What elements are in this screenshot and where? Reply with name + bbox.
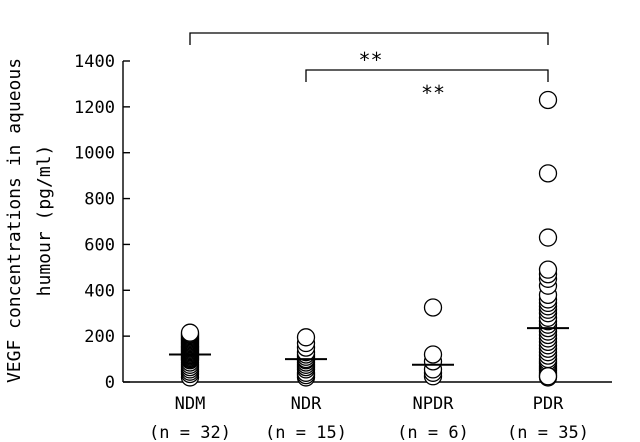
significance-bracket bbox=[305, 69, 549, 82]
y-axis-label-line-1: humour (pg/ml) bbox=[34, 145, 55, 297]
data-point bbox=[538, 260, 558, 279]
data-point bbox=[538, 367, 558, 386]
significance-marker: ** bbox=[421, 81, 445, 105]
data-point bbox=[296, 328, 316, 347]
category-n-label: (n = 35) bbox=[507, 423, 589, 442]
y-tick-label: 1400 bbox=[74, 52, 115, 72]
data-point bbox=[538, 90, 558, 110]
category-n-label: (n = 6) bbox=[397, 423, 469, 442]
data-point bbox=[423, 345, 443, 364]
data-point bbox=[423, 298, 443, 317]
y-axis-label: VEGF concentrations in aqueous humour (pg… bbox=[4, 58, 55, 383]
y-tick-label: 200 bbox=[84, 327, 115, 347]
data-point bbox=[180, 323, 200, 342]
y-tick-label: 1000 bbox=[74, 144, 115, 164]
data-point bbox=[538, 228, 558, 247]
category-n-label: (n = 15) bbox=[265, 423, 347, 442]
significance-marker: ** bbox=[358, 48, 382, 72]
category-label: NDM bbox=[175, 394, 206, 414]
y-tick-label: 1200 bbox=[74, 98, 115, 118]
data-points bbox=[180, 90, 558, 387]
category-n-label: (n = 32) bbox=[149, 423, 231, 442]
y-tick-label: 600 bbox=[84, 235, 115, 255]
significance-bracket bbox=[189, 32, 549, 45]
y-axis: 0 200 400 600 800 1000 1200 1400 bbox=[74, 52, 130, 393]
x-axis: NDM (n = 32) NDR (n = 15) NPDR (n = 6) PDR (n =… bbox=[123, 375, 612, 442]
y-tick-label: 400 bbox=[84, 281, 115, 301]
data-point bbox=[538, 164, 558, 183]
y-tick-label: 0 bbox=[105, 373, 115, 393]
category-label: PDR bbox=[533, 394, 564, 414]
y-tick-label: 800 bbox=[84, 190, 115, 210]
category-label: NDR bbox=[291, 394, 322, 414]
significance-brackets: ** ** bbox=[189, 32, 549, 105]
category-label: NPDR bbox=[413, 394, 455, 414]
median-lines bbox=[169, 327, 569, 366]
y-axis-label-line-0: VEGF concentrations in aqueous bbox=[4, 58, 25, 383]
